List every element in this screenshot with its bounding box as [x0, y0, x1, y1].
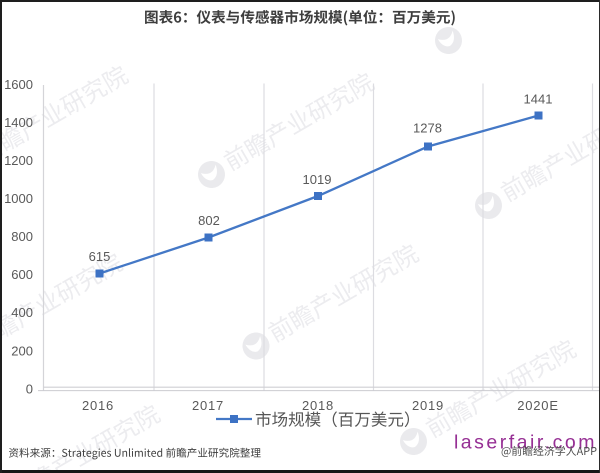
svg-text:600: 600 [11, 267, 33, 282]
svg-text:2017: 2017 [192, 398, 224, 413]
svg-text:1000: 1000 [4, 191, 33, 206]
svg-text:400: 400 [11, 305, 33, 320]
svg-text:1600: 1600 [4, 77, 33, 92]
svg-text:1019: 1019 [303, 172, 332, 187]
svg-text:800: 800 [11, 229, 33, 244]
svg-text:1441: 1441 [524, 91, 553, 106]
svg-text:2019: 2019 [412, 398, 444, 413]
svg-text:0: 0 [26, 381, 33, 396]
svg-text:2016: 2016 [82, 398, 114, 413]
svg-text:802: 802 [198, 213, 220, 228]
svg-text:2020E: 2020E [517, 398, 559, 413]
svg-text:1278: 1278 [413, 121, 442, 136]
svg-text:1400: 1400 [4, 115, 33, 130]
svg-text:200: 200 [11, 343, 33, 358]
svg-text:615: 615 [89, 249, 111, 264]
svg-text:2018: 2018 [302, 398, 334, 413]
svg-text:1200: 1200 [4, 153, 33, 168]
